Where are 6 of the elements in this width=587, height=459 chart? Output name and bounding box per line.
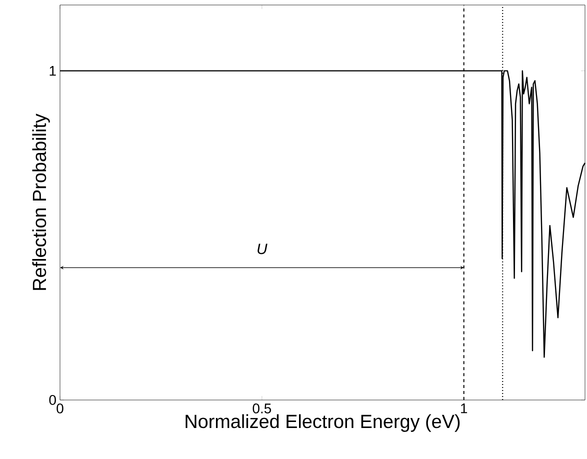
x-tick-label: 0 (56, 404, 64, 414)
x-tick-label: 0.5 (252, 404, 272, 414)
x-tick-label: 1 (461, 404, 468, 414)
annotation: U (258, 244, 268, 254)
x-axis-title: Normalized Electron Energy (eV) (186, 414, 460, 432)
y-axis-title: Reflection Probability (32, 114, 50, 290)
